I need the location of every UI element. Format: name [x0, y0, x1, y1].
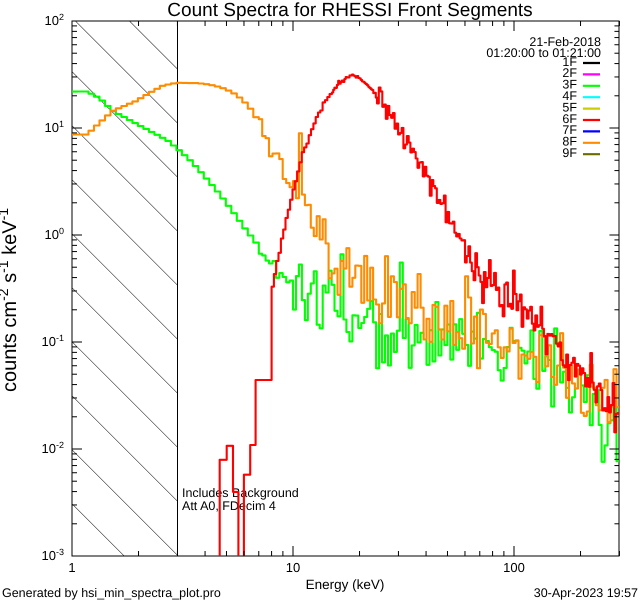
svg-text:Energy (keV): Energy (keV) — [306, 577, 385, 592]
svg-text:counts cm-2 s-1 keV-1: counts cm-2 s-1 keV-1 — [0, 208, 21, 392]
svg-text:9F: 9F — [562, 146, 577, 160]
svg-text:100: 100 — [503, 560, 525, 575]
svg-text:Includes Background: Includes Background — [182, 486, 299, 500]
svg-text:01:20:00 to 01:21:00: 01:20:00 to 01:21:00 — [486, 46, 601, 60]
svg-text:100: 100 — [45, 226, 64, 242]
svg-text:Generated by hsi_min_spectra_p: Generated by hsi_min_spectra_plot.pro — [2, 586, 221, 600]
svg-text:30-Apr-2023 19:57: 30-Apr-2023 19:57 — [534, 586, 638, 600]
svg-text:1: 1 — [68, 560, 75, 575]
svg-text:Count Spectra for RHESSI Front: Count Spectra for RHESSI Front Segments — [167, 0, 532, 21]
svg-text:101: 101 — [45, 119, 64, 135]
svg-text:10: 10 — [286, 560, 300, 575]
svg-text:102: 102 — [45, 12, 64, 28]
svg-text:10-1: 10-1 — [42, 333, 64, 349]
svg-text:Att A0, FDecim 4: Att A0, FDecim 4 — [182, 499, 276, 513]
svg-text:10-2: 10-2 — [42, 440, 64, 456]
svg-text:10-3: 10-3 — [42, 547, 64, 563]
